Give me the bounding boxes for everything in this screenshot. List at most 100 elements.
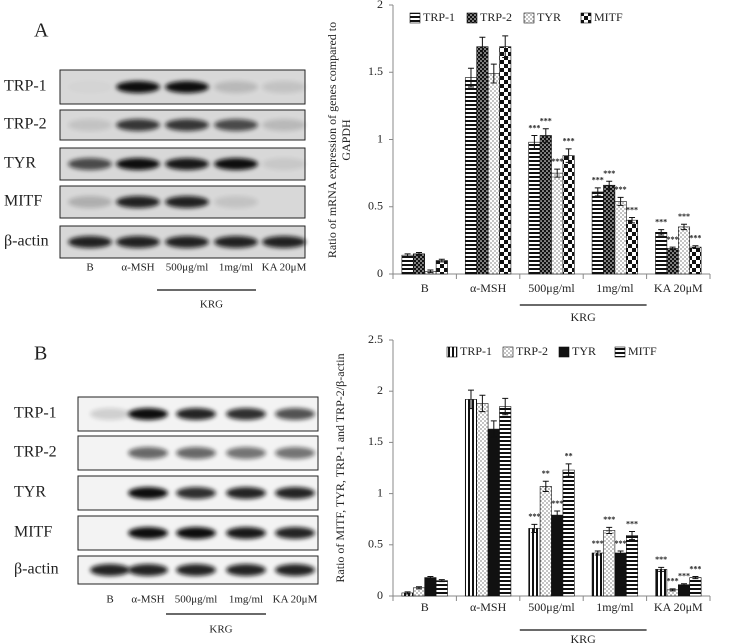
legend-swatch [523,12,535,24]
blot-band [165,119,209,131]
x-tick-label: B [421,600,429,614]
error-bar [594,187,601,197]
lane-label: KA 20μM [273,594,318,606]
panel-label: A [34,20,49,42]
blot-band [90,408,130,420]
x-tick-label: 1mg/ml [596,600,634,614]
legend-swatch [614,346,626,358]
x-tick-label: α-MSH [470,281,507,295]
x-tick-label: α-MSH [470,600,507,614]
y-axis-label: Ratio of MITF, TYR, TRP-1 and TRP-2/β-ac… [333,353,347,583]
blot-band [68,81,112,93]
blot-band [116,158,160,170]
blot-band [176,564,216,576]
bar [424,577,437,597]
bar [539,486,552,597]
blot-band [165,158,209,170]
group-label: KRG [200,299,223,311]
bar [603,530,616,597]
panel-label: B [34,343,47,365]
error-bar [594,550,601,556]
blot-band [116,119,160,131]
bar [655,232,668,275]
blot-band [214,196,258,208]
y-tick-label: 1 [377,131,383,145]
blot-band [226,447,266,459]
error-bar [502,35,509,58]
blot-band [275,487,315,499]
error-bar [427,576,434,580]
blot-row-label: β-actin [14,561,59,578]
blot-band [214,158,258,170]
error-bar [606,180,613,190]
bar [412,253,425,275]
blot-band [165,196,209,208]
y-tick-label: 0 [377,266,383,280]
bar [464,399,477,597]
significance-label: *** [528,512,540,521]
significance-label: *** [626,205,638,214]
blot-band [165,81,209,93]
lane-label: α-MSH [131,594,164,606]
blot-band [128,527,168,539]
blot-band [226,487,266,499]
x-tick-label: 500μg/ml [528,281,575,295]
error-bar [658,566,665,572]
blot-band [116,196,160,208]
error-bar [658,229,665,236]
blot-band [128,447,168,459]
bar [591,552,604,597]
bar [666,248,679,275]
bar [677,226,691,275]
lane-label: KA 20μM [262,262,307,274]
bar [689,577,702,597]
bar [689,246,702,275]
legend-label: MITF [628,344,657,358]
y-tick-label: 0.5 [368,537,383,551]
lane-label: 1mg/ml [219,262,253,274]
bar [435,580,448,597]
significance-label: *** [615,539,627,548]
significance-label: *** [592,539,604,548]
y-tick-label: 0 [377,588,383,602]
blot-row-label: TRP-2 [14,444,57,461]
bar [499,46,512,275]
blot-band [275,564,315,576]
error-bar [490,63,497,84]
significance-label: ** [565,452,573,461]
significance-label: *** [592,176,604,185]
y-tick-label: 2 [377,383,383,397]
significance-label: *** [540,117,552,126]
blot-row-label: TRP-1 [14,405,57,422]
error-bar [467,389,474,410]
bar [435,260,448,275]
significance-label: *** [689,564,701,573]
significance-label: *** [551,499,563,508]
blot-band [128,564,168,576]
blot-band [262,158,306,170]
lane-label: B [86,262,93,274]
bar [614,201,627,275]
legend-swatch [580,12,592,24]
significance-label: *** [615,185,627,194]
error-bar [427,269,434,274]
x-tick-label: 1mg/ml [596,281,634,295]
error-bar [617,196,624,206]
error-bar [565,148,572,163]
blot-band [128,487,168,499]
legend-swatch [502,346,514,358]
blot-band [90,564,130,576]
blot-band [214,236,258,248]
error-bar [542,128,549,143]
bar [528,141,541,275]
y-tick-label: 2 [377,0,383,11]
legend-swatch [446,346,458,358]
x-tick-label: KA 20μM [654,281,703,295]
bar [614,552,627,597]
significance-label: *** [603,169,615,178]
error-bar [681,223,688,231]
legend-label: TRP-1 [460,344,492,358]
bar [626,219,639,275]
